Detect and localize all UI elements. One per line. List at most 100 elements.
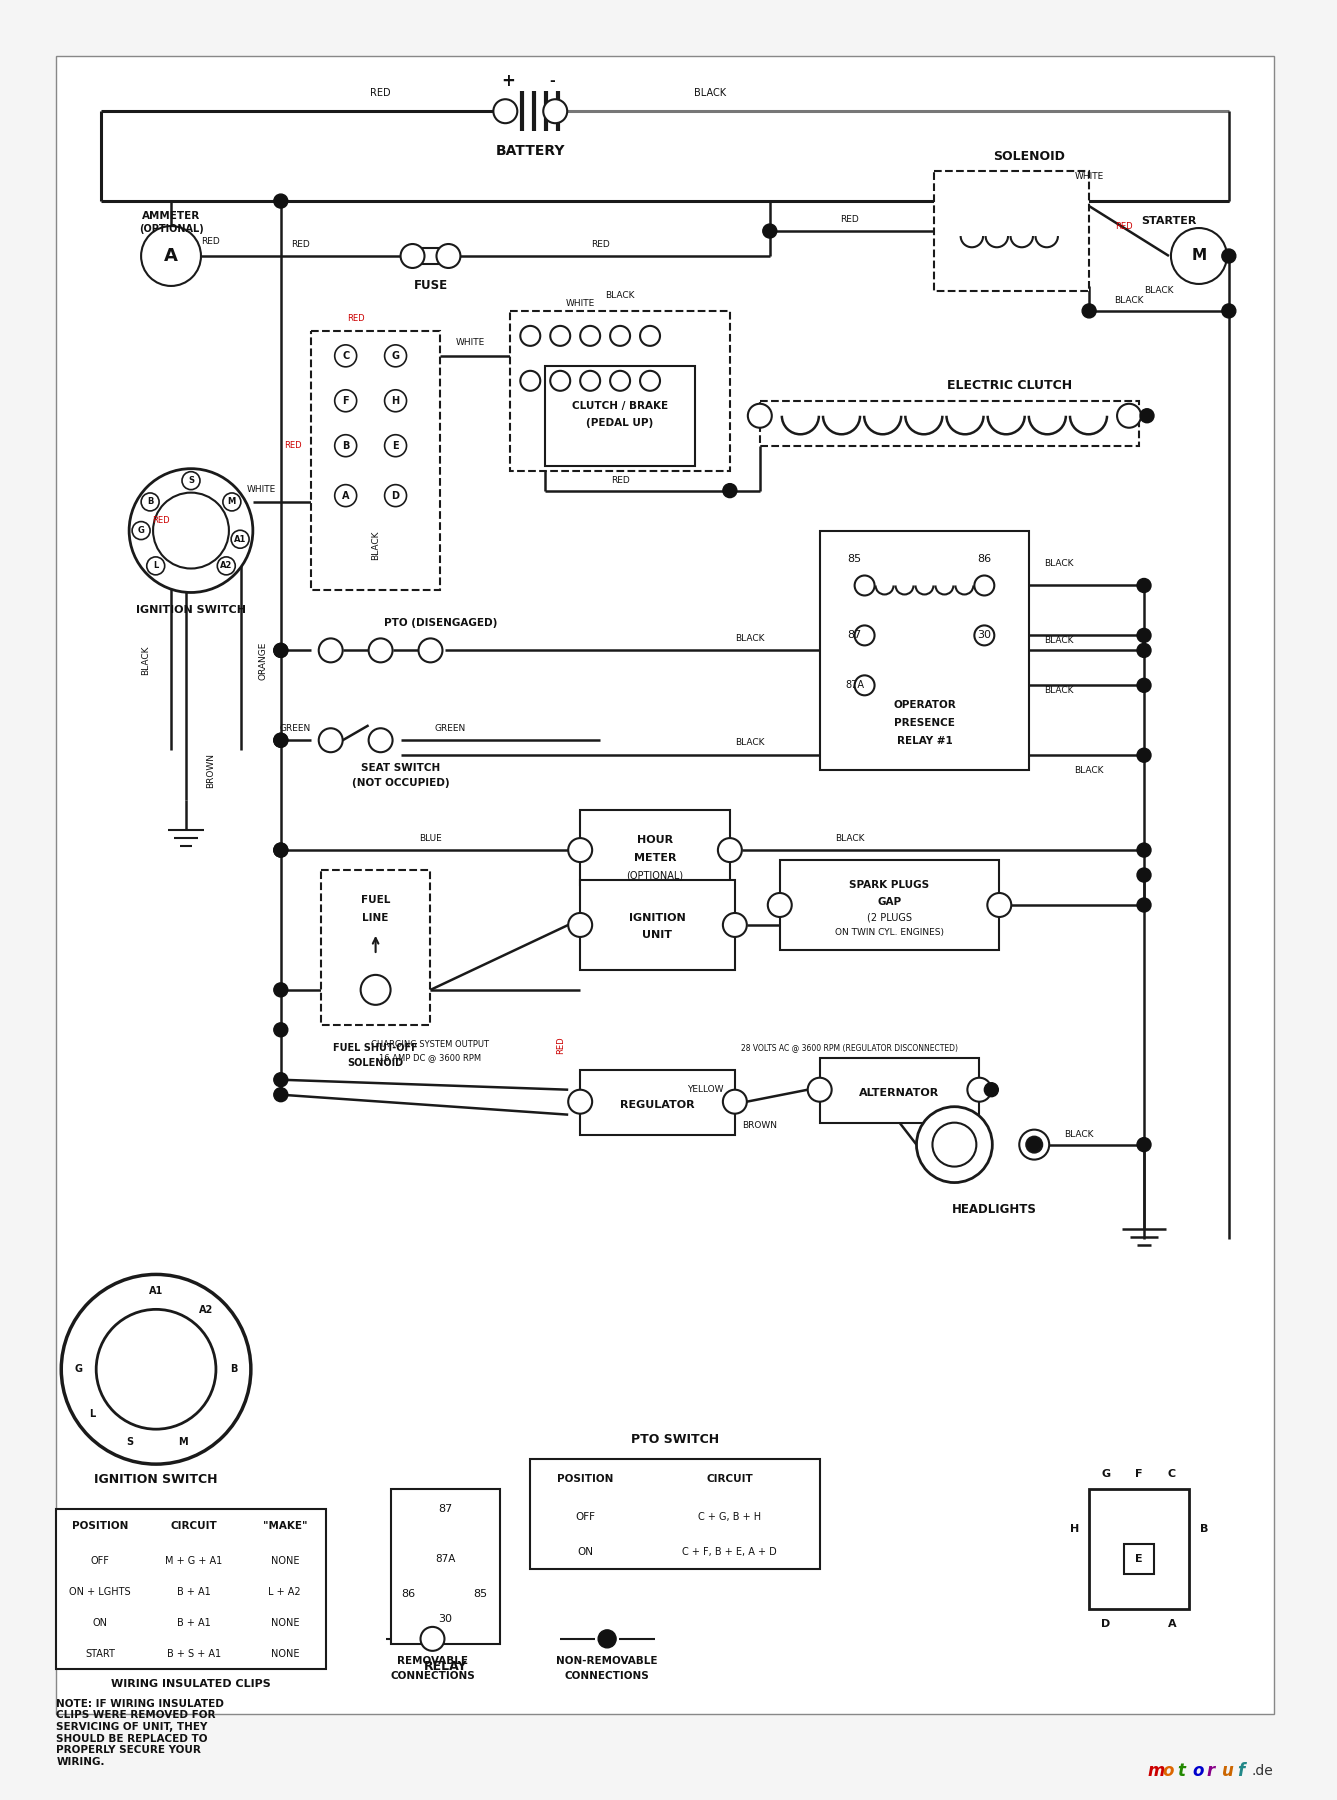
Text: NONE: NONE (270, 1649, 299, 1660)
Circle shape (854, 675, 874, 695)
Text: (2 PLUGS: (2 PLUGS (866, 913, 912, 923)
Text: GAP: GAP (877, 896, 901, 907)
Text: M: M (227, 497, 237, 506)
Text: o: o (1162, 1762, 1174, 1780)
Text: GREEN: GREEN (435, 724, 467, 733)
Text: RED: RED (283, 441, 302, 450)
Text: CIRCUIT: CIRCUIT (706, 1474, 753, 1485)
Text: POSITION: POSITION (72, 1521, 128, 1532)
Circle shape (1027, 1138, 1042, 1152)
Circle shape (385, 346, 406, 367)
Circle shape (318, 639, 342, 662)
Circle shape (421, 1627, 444, 1651)
Circle shape (152, 493, 229, 569)
Text: B: B (1199, 1525, 1209, 1534)
Circle shape (401, 245, 425, 268)
Text: BLACK: BLACK (694, 88, 726, 99)
Text: RELAY: RELAY (424, 1660, 467, 1674)
Text: C + G, B + H: C + G, B + H (698, 1512, 762, 1523)
Circle shape (968, 1078, 991, 1102)
Text: CONNECTIONS: CONNECTIONS (390, 1670, 475, 1681)
Text: RED: RED (611, 477, 630, 486)
Circle shape (274, 643, 287, 657)
Text: F: F (1135, 1469, 1143, 1480)
Bar (226, 1361, 242, 1377)
Circle shape (132, 522, 150, 540)
Circle shape (274, 733, 287, 747)
Text: M + G + A1: M + G + A1 (166, 1555, 223, 1566)
Text: o: o (1191, 1762, 1203, 1780)
Text: RED: RED (1115, 221, 1132, 230)
Text: CHARGING SYSTEM OUTPUT: CHARGING SYSTEM OUTPUT (372, 1040, 489, 1049)
Text: BLACK: BLACK (1044, 635, 1074, 644)
Circle shape (763, 223, 777, 238)
Text: OPERATOR: OPERATOR (893, 700, 956, 711)
Circle shape (718, 839, 742, 862)
Text: BLACK: BLACK (1144, 286, 1174, 295)
Text: WHITE: WHITE (1075, 171, 1104, 180)
Bar (175, 1435, 191, 1451)
Circle shape (274, 842, 287, 857)
Text: CLUTCH / BRAKE: CLUTCH / BRAKE (572, 401, 668, 410)
Text: HEADLIGHTS: HEADLIGHTS (952, 1202, 1036, 1217)
Text: BLACK: BLACK (142, 646, 151, 675)
Circle shape (62, 1274, 251, 1463)
Circle shape (1136, 898, 1151, 913)
Circle shape (1140, 409, 1154, 423)
Bar (1090, 1489, 1189, 1609)
Bar (1124, 1544, 1154, 1573)
Circle shape (916, 1107, 992, 1183)
Text: IGNITION: IGNITION (628, 913, 686, 923)
Bar (71, 1361, 86, 1377)
Text: AMMETER: AMMETER (142, 211, 201, 221)
Text: CONNECTIONS: CONNECTIONS (564, 1670, 650, 1681)
Text: 85: 85 (473, 1589, 488, 1598)
Circle shape (987, 893, 1011, 916)
Text: G: G (138, 526, 144, 535)
Text: B: B (230, 1364, 238, 1373)
Text: ORANGE: ORANGE (258, 641, 267, 680)
Text: 30: 30 (439, 1615, 452, 1624)
Text: 87: 87 (848, 630, 862, 641)
Bar (580, 1069, 735, 1134)
Text: NONE: NONE (270, 1618, 299, 1627)
Circle shape (1171, 229, 1227, 284)
Circle shape (231, 531, 249, 549)
Circle shape (975, 625, 995, 646)
Text: (OPTIONAL): (OPTIONAL) (627, 869, 683, 880)
Text: L + A2: L + A2 (269, 1588, 301, 1597)
Circle shape (520, 326, 540, 346)
Text: A: A (1167, 1618, 1177, 1629)
Text: r: r (1207, 1762, 1215, 1780)
Text: BLACK: BLACK (834, 833, 865, 842)
Circle shape (142, 493, 159, 511)
Text: u: u (1222, 1762, 1234, 1780)
Circle shape (318, 729, 342, 752)
Circle shape (1136, 628, 1151, 643)
Text: M: M (178, 1438, 187, 1447)
Circle shape (723, 484, 737, 497)
Circle shape (1136, 643, 1151, 657)
Text: OFF: OFF (575, 1512, 595, 1523)
Circle shape (1136, 868, 1151, 882)
Circle shape (385, 391, 406, 412)
Circle shape (223, 493, 241, 511)
Circle shape (274, 1073, 287, 1087)
Text: BLACK: BLACK (735, 738, 765, 747)
Text: REMOVABLE: REMOVABLE (397, 1656, 468, 1665)
Text: BLACK: BLACK (1044, 560, 1074, 569)
Text: G: G (392, 351, 400, 360)
Text: L: L (90, 1409, 95, 1418)
Circle shape (551, 326, 570, 346)
Circle shape (274, 1087, 287, 1102)
Text: POSITION: POSITION (558, 1474, 614, 1485)
Bar (310, 331, 440, 590)
Text: WIRING INSULATED CLIPS: WIRING INSULATED CLIPS (111, 1679, 271, 1688)
Text: A2: A2 (199, 1305, 213, 1314)
Text: WHITE: WHITE (456, 338, 485, 347)
Bar (122, 1435, 138, 1451)
Text: RED: RED (591, 239, 610, 248)
Text: BLACK: BLACK (735, 634, 765, 643)
Text: G: G (1102, 1469, 1111, 1480)
Text: f: f (1237, 1762, 1243, 1780)
